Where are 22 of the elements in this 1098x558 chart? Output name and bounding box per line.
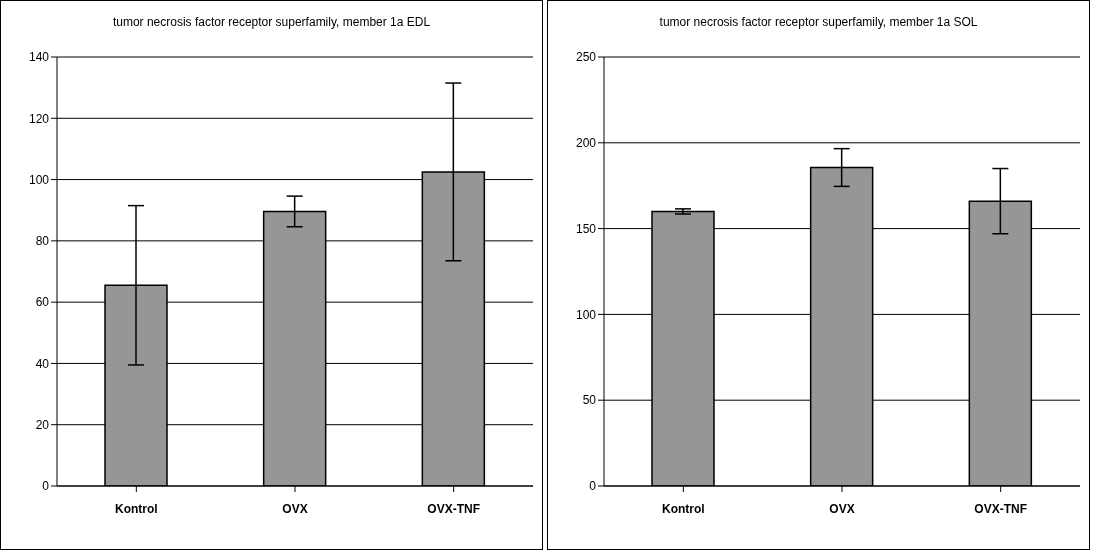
chart-title: tumor necrosis factor receptor superfamily, member 1a SOL [658,15,979,29]
y-tick-label: 200 [575,136,597,151]
y-tick-label: 20 [35,417,50,432]
x-tick-label: Kontrol [662,501,705,516]
y-tick-label: 0 [42,479,50,494]
y-tick-label: 50 [582,393,597,408]
x-tick-label: OVX-TNF [427,501,480,516]
y-tick-label: 0 [589,479,597,494]
y-tick-label: 60 [35,295,50,310]
x-tick-label: OVX [829,501,855,516]
x-tick-label: OVX-TNF [974,501,1027,516]
y-tick-label: 100 [575,307,597,322]
x-tick-label: OVX [282,501,308,516]
y-tick-label: 80 [35,234,50,249]
y-tick-label: 150 [575,221,597,236]
x-tick-label: Kontrol [115,501,158,516]
y-tick-label: 40 [35,356,50,371]
y-tick-label: 100 [28,172,50,187]
y-tick-label: 140 [28,50,50,65]
y-tick-label: 120 [28,111,50,126]
chart-title: tumor necrosis factor receptor superfamily, member 1a EDL [111,15,432,29]
y-tick-label: 250 [575,50,597,65]
